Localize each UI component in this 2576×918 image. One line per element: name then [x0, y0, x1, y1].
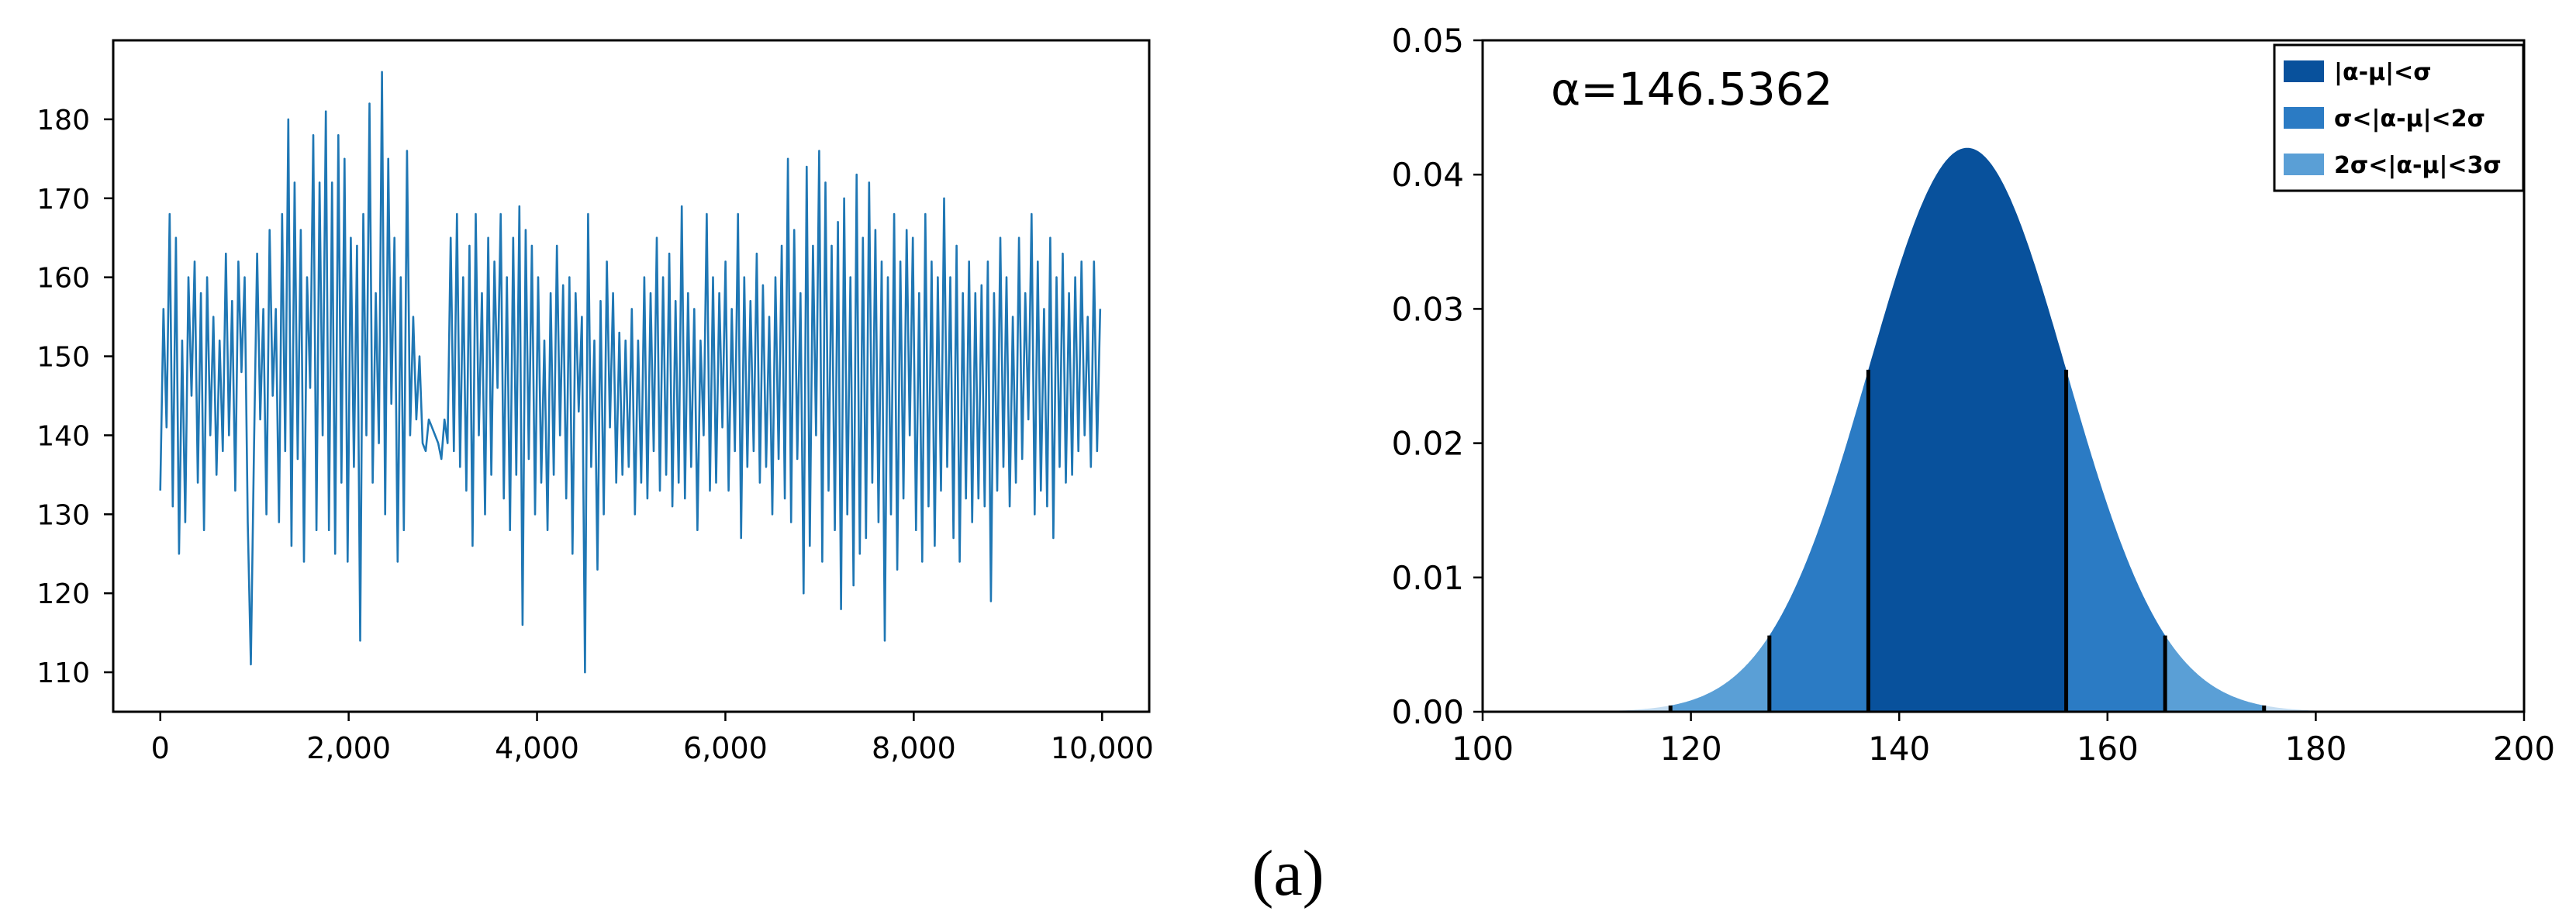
x-tick-label: 160 — [2077, 730, 2139, 768]
distribution-legend: |α-μ|<σ σ<|α-μ|<2σ 2σ<|α-μ|<3σ — [2273, 43, 2525, 192]
x-tick-label: 2,000 — [306, 731, 391, 765]
x-tick-label: 140 — [1868, 730, 1930, 768]
band-3-right — [2165, 635, 2264, 712]
distribution-bands — [1483, 147, 2524, 712]
distribution-sigma-lines — [1668, 369, 2267, 712]
y-tick-label: 170 — [36, 184, 90, 216]
y-tick-label: 140 — [36, 420, 90, 452]
timeseries-chart: 0 2,000 4,000 6,000 8,000 10,000 110 120 130 140… — [36, 39, 1154, 765]
y-tick-label: 0.02 — [1391, 425, 1464, 463]
x-tick-label: 100 — [1452, 730, 1514, 768]
y-tick-label: 0.01 — [1391, 559, 1464, 597]
y-tick-label: 0.05 — [1391, 22, 1464, 60]
x-tick-label: 180 — [2284, 730, 2346, 768]
y-tick-label: 0.03 — [1391, 290, 1464, 328]
y-tick-label: 180 — [36, 105, 90, 136]
alpha-annotation: α=146.5362 — [1551, 63, 1833, 116]
timeseries-x-axis: 0 2,000 4,000 6,000 8,000 10,000 — [151, 712, 1154, 765]
band-3-left — [1670, 635, 1770, 712]
legend-label-band-1: |α-μ|<σ — [2334, 59, 2432, 86]
legend-swatch-band-1 — [2284, 60, 2324, 82]
y-tick-label: 150 — [36, 342, 90, 374]
legend-label-band-3: 2σ<|α-μ|<3σ — [2334, 152, 2502, 179]
y-tick-label: 0.00 — [1391, 693, 1464, 731]
x-tick-label: 8,000 — [872, 731, 956, 765]
y-tick-label: 130 — [36, 499, 90, 531]
timeseries-y-axis: 110 120 130 140 150 160 170 180 — [36, 105, 113, 689]
distribution-plot-area — [1481, 39, 2526, 713]
y-tick-label: 110 — [36, 657, 90, 689]
x-tick-label: 0 — [151, 731, 170, 765]
x-tick-label: 200 — [2493, 730, 2555, 768]
y-tick-label: 120 — [36, 578, 90, 610]
distribution-chart: 100 120 140 160 180 200 0.000.010.020.030.040… — [1391, 22, 2555, 768]
x-tick-label: 4,000 — [495, 731, 579, 765]
timeseries-line — [159, 71, 1102, 674]
legend-swatch-band-2 — [2284, 107, 2324, 129]
timeseries-plot-area — [112, 39, 1151, 713]
distribution-x-axis: 100 120 140 160 180 200 — [1452, 712, 2555, 768]
legend-swatch-band-3 — [2284, 154, 2324, 175]
band-2-right — [2066, 369, 2166, 712]
legend-label-band-2: σ<|α-μ|<2σ — [2334, 105, 2485, 133]
x-tick-label: 120 — [1660, 730, 1722, 768]
band-2-left — [1769, 369, 1869, 712]
y-tick-label: 0.04 — [1391, 156, 1464, 194]
band-1-center — [1868, 147, 2067, 712]
figure-caption: (a) — [1252, 837, 1324, 909]
x-tick-label: 6,000 — [683, 731, 768, 765]
x-tick-label: 10,000 — [1051, 731, 1154, 765]
distribution-y-axis: 0.00 0.01 0.02 0.03 0.04 0.05 — [1391, 22, 1483, 731]
y-tick-label: 160 — [36, 263, 90, 295]
